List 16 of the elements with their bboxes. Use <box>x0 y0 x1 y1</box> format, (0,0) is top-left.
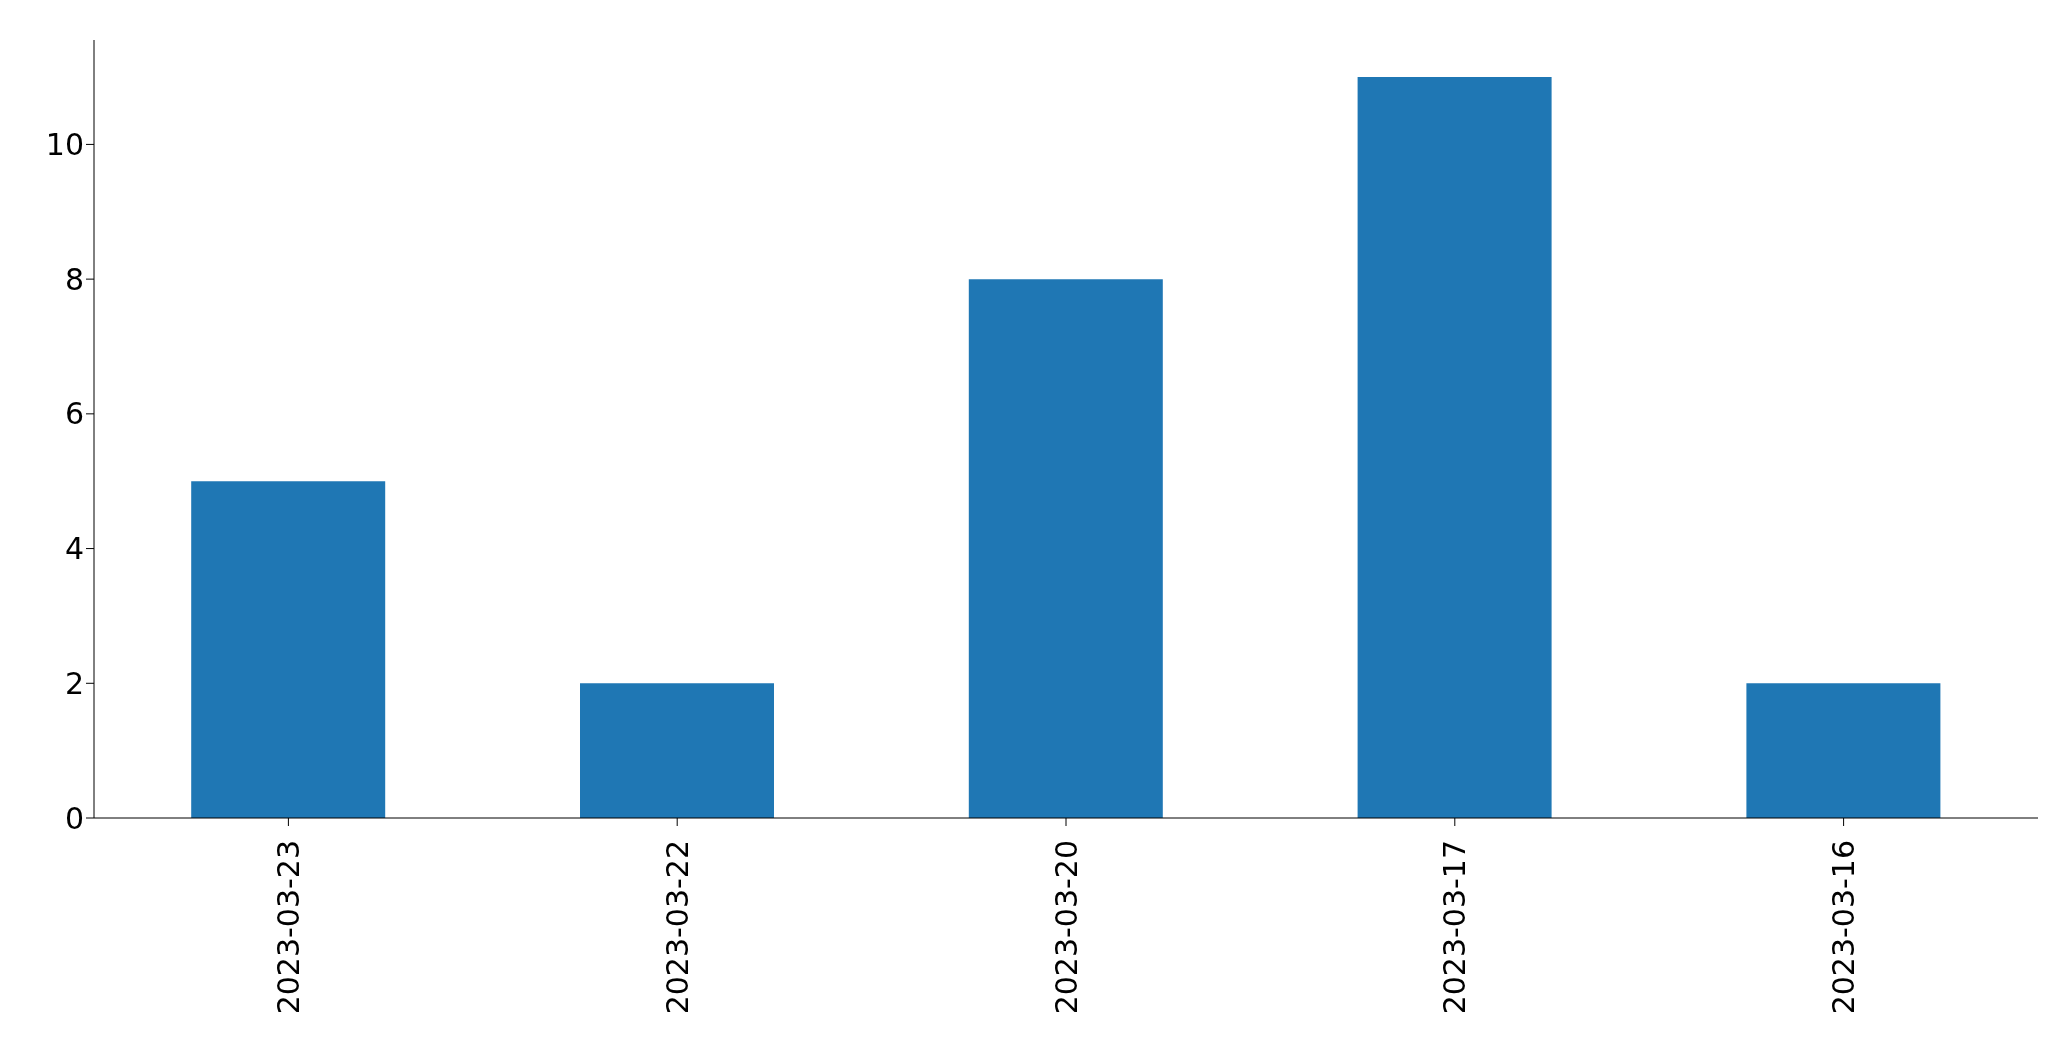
bar <box>1746 683 1941 818</box>
y-tick-label: 10 <box>45 127 84 163</box>
x-tick-label: 2023-03-23 <box>270 840 306 1015</box>
bar <box>1357 77 1552 818</box>
x-tick-label: 2023-03-20 <box>1048 840 1084 1015</box>
y-tick-label: 8 <box>64 261 84 297</box>
x-tick-label: 2023-03-16 <box>1826 840 1862 1015</box>
x-tick-label: 2023-03-17 <box>1437 840 1473 1015</box>
bar <box>191 481 386 818</box>
bar <box>968 279 1163 818</box>
y-tick-label: 0 <box>64 800 84 836</box>
bar <box>580 683 774 818</box>
y-tick-label: 2 <box>64 665 84 701</box>
y-tick-label: 4 <box>64 531 84 567</box>
x-tick-label: 2023-03-22 <box>659 840 695 1015</box>
y-tick-label: 6 <box>64 396 84 432</box>
